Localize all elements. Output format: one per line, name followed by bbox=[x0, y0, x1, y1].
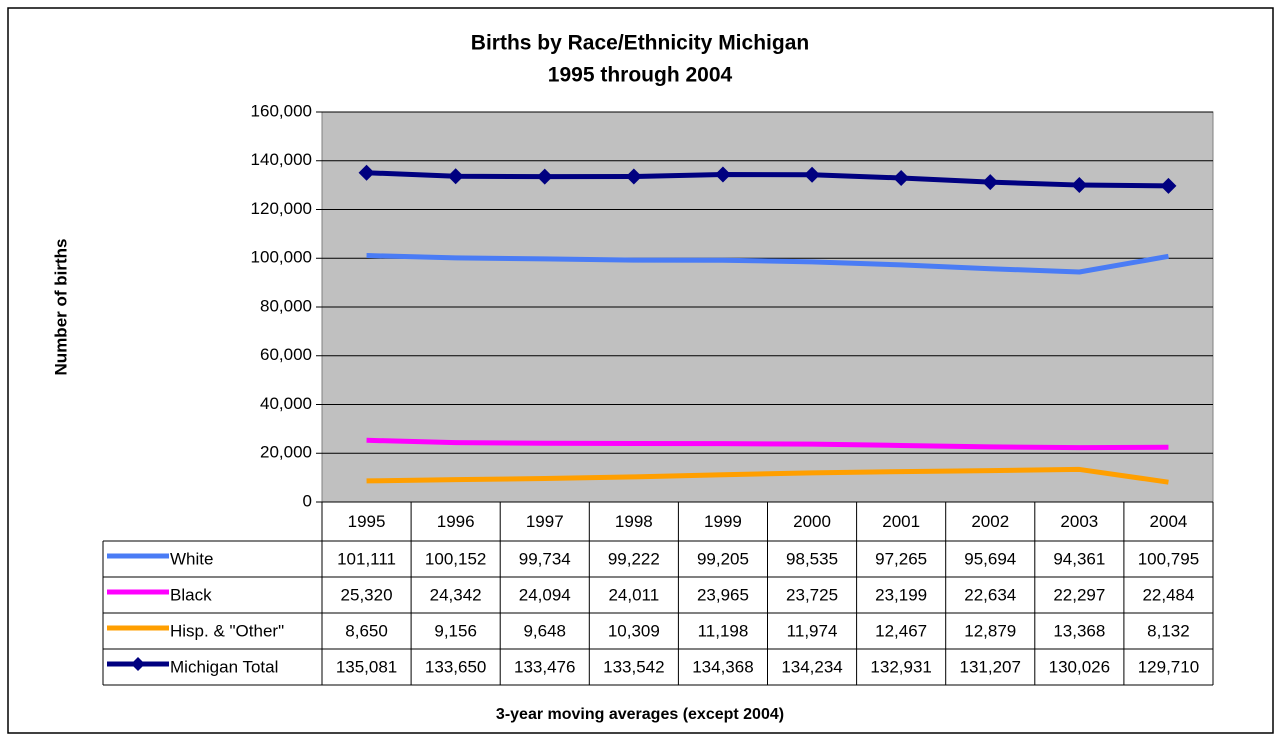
table-value: 9,156 bbox=[434, 621, 477, 640]
table-value: 95,694 bbox=[964, 549, 1016, 568]
table-value: 11,198 bbox=[698, 621, 749, 640]
table-value: 24,342 bbox=[430, 585, 482, 604]
point-marker bbox=[982, 174, 999, 191]
point-marker bbox=[1071, 177, 1088, 194]
x-tick-label: 1997 bbox=[526, 512, 564, 531]
point-marker bbox=[804, 166, 821, 183]
table-value: 12,467 bbox=[875, 621, 927, 640]
table-value: 131,207 bbox=[960, 657, 1021, 676]
table-value: 22,484 bbox=[1142, 585, 1194, 604]
table-value: 24,011 bbox=[608, 585, 659, 604]
table-value: 133,650 bbox=[425, 657, 486, 676]
point-marker bbox=[447, 168, 464, 185]
table-value: 97,265 bbox=[875, 549, 927, 568]
y-tick-label: 80,000 bbox=[260, 296, 312, 315]
chart-subtitle: 1995 through 2004 bbox=[548, 64, 733, 87]
legend-label: Michigan Total bbox=[170, 657, 278, 676]
x-tick-label: 1998 bbox=[615, 512, 653, 531]
y-tick-label: 0 bbox=[303, 491, 312, 510]
x-tick-label: 2000 bbox=[793, 512, 831, 531]
legend-label: White bbox=[170, 549, 213, 568]
legend-label: Hisp. & "Other" bbox=[170, 621, 284, 640]
y-tick-label: 100,000 bbox=[251, 248, 312, 267]
table-value: 8,650 bbox=[345, 621, 388, 640]
table-value: 99,205 bbox=[697, 549, 749, 568]
table-value: 100,795 bbox=[1138, 549, 1199, 568]
table-value: 100,152 bbox=[425, 549, 486, 568]
x-tick-label: 1995 bbox=[348, 512, 386, 531]
x-tick-label: 2004 bbox=[1150, 512, 1188, 531]
table-value: 101,111 bbox=[337, 549, 396, 568]
y-axis-label: Number of births bbox=[51, 239, 70, 376]
table-value: 23,725 bbox=[786, 585, 838, 604]
table-value: 99,734 bbox=[519, 549, 571, 568]
table-value: 134,234 bbox=[781, 657, 842, 676]
x-axis-label: 3-year moving averages (except 2004) bbox=[496, 706, 784, 723]
table-value: 22,634 bbox=[964, 585, 1016, 604]
y-tick-label: 20,000 bbox=[260, 443, 312, 462]
x-tick-label: 2003 bbox=[1060, 512, 1098, 531]
table-value: 23,965 bbox=[697, 585, 749, 604]
y-tick-label: 120,000 bbox=[251, 199, 312, 218]
table-value: 23,199 bbox=[875, 585, 927, 604]
table-value: 12,879 bbox=[964, 621, 1016, 640]
point-marker bbox=[1160, 177, 1177, 194]
table-value: 129,710 bbox=[1138, 657, 1199, 676]
table-value: 133,542 bbox=[603, 657, 664, 676]
table-value: 8,132 bbox=[1147, 621, 1190, 640]
legend-label: Black bbox=[170, 585, 212, 604]
line-series bbox=[366, 170, 1169, 189]
table-value: 94,361 bbox=[1053, 549, 1105, 568]
point-marker bbox=[714, 166, 731, 183]
x-tick-label: 2002 bbox=[971, 512, 1009, 531]
y-tick-label: 160,000 bbox=[251, 101, 312, 120]
table-value: 130,026 bbox=[1049, 657, 1110, 676]
table-value: 133,476 bbox=[514, 657, 575, 676]
table-value: 25,320 bbox=[341, 585, 393, 604]
x-tick-label: 1996 bbox=[437, 512, 475, 531]
point-marker bbox=[893, 169, 910, 186]
line-series bbox=[366, 466, 1169, 485]
legend-marker bbox=[131, 657, 145, 671]
point-marker bbox=[536, 168, 553, 185]
y-tick-label: 140,000 bbox=[251, 150, 312, 169]
y-tick-label: 40,000 bbox=[260, 394, 312, 413]
point-marker bbox=[358, 164, 375, 181]
table-value: 134,368 bbox=[692, 657, 753, 676]
line-series bbox=[366, 253, 1169, 275]
y-tick-label: 60,000 bbox=[260, 345, 312, 364]
table-value: 132,931 bbox=[870, 657, 931, 676]
chart-title: Births by Race/Ethnicity Michigan bbox=[471, 32, 809, 55]
x-tick-label: 1999 bbox=[704, 512, 742, 531]
point-marker bbox=[625, 168, 642, 185]
table-value: 10,309 bbox=[608, 621, 660, 640]
table-value: 9,648 bbox=[523, 621, 566, 640]
table-value: 22,297 bbox=[1053, 585, 1105, 604]
table-value: 135,081 bbox=[336, 657, 397, 676]
table-value: 11,974 bbox=[787, 621, 838, 640]
table-value: 13,368 bbox=[1053, 621, 1105, 640]
line-series bbox=[366, 437, 1169, 451]
table-value: 98,535 bbox=[786, 549, 838, 568]
table-value: 99,222 bbox=[608, 549, 660, 568]
table-value: 24,094 bbox=[519, 585, 571, 604]
x-tick-label: 2001 bbox=[882, 512, 920, 531]
